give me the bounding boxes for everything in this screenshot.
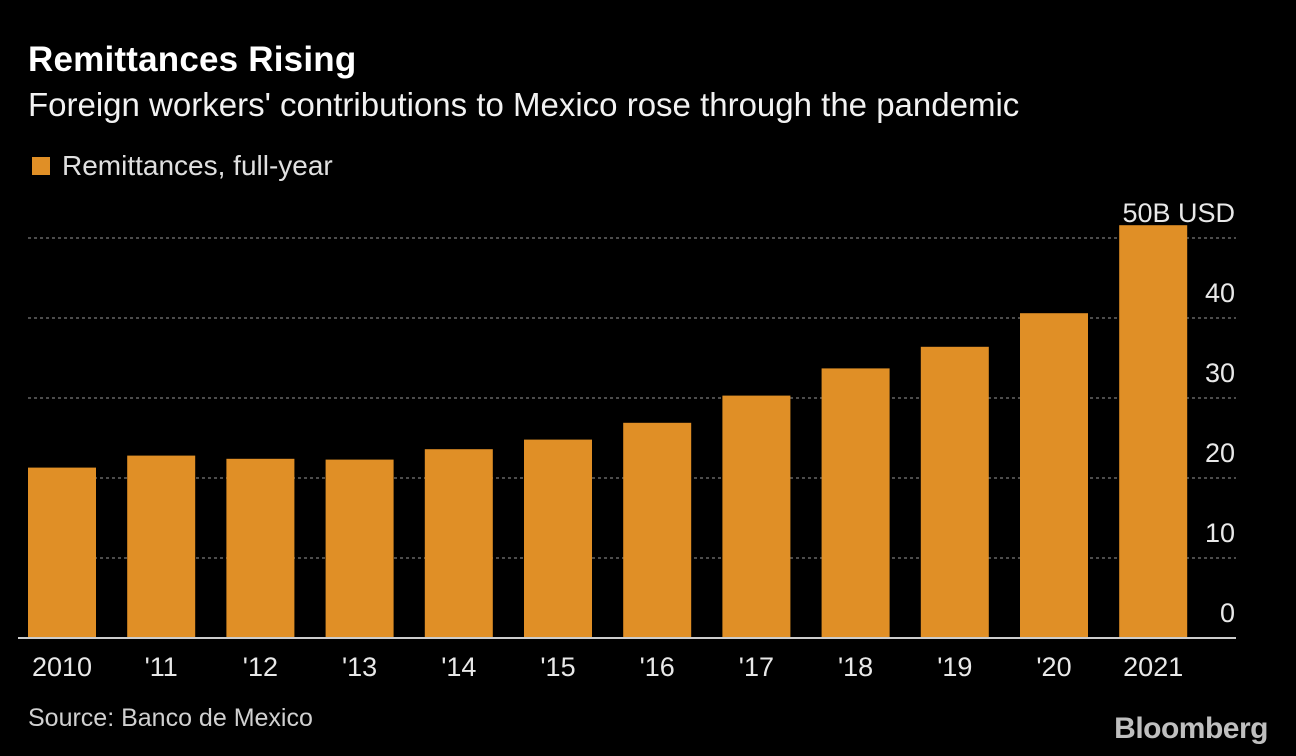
x-tick-label: '18 <box>838 652 873 682</box>
x-tick-label: '12 <box>243 652 278 682</box>
x-tick-label: '19 <box>937 652 972 682</box>
y-tick-label: 10 <box>1205 518 1235 548</box>
chart-title: Remittances Rising <box>28 40 357 79</box>
x-tick-label: '20 <box>1036 652 1071 682</box>
x-tick-label: '16 <box>640 652 675 682</box>
x-tick-label: 2010 <box>32 652 92 682</box>
y-tick-label: 40 <box>1205 278 1235 308</box>
x-tick-label: '17 <box>739 652 774 682</box>
bar <box>623 422 692 638</box>
bar <box>28 467 96 638</box>
bar <box>1119 225 1188 638</box>
legend: Remittances, full-year <box>32 150 333 182</box>
bar <box>424 449 493 638</box>
bar <box>722 395 791 638</box>
x-axis-ticks: 2010 '11 '12 '13 '14 '15 '16 '17 '18 '19 '20 2021 <box>32 652 1183 682</box>
x-tick-label: '13 <box>342 652 377 682</box>
bloomberg-logo: Bloomberg <box>1114 712 1268 745</box>
x-tick-label: '15 <box>540 652 575 682</box>
source-note: Source: Banco de Mexico <box>28 704 313 732</box>
x-tick-label: '11 <box>145 652 178 682</box>
x-tick-label: '14 <box>441 652 476 682</box>
bar <box>821 368 890 638</box>
y-tick-label: 50B USD <box>1122 198 1235 228</box>
bar <box>226 458 295 638</box>
bars <box>28 225 1188 638</box>
chart-subtitle: Foreign workers' contributions to Mexico… <box>28 86 1020 123</box>
bar <box>524 439 592 638</box>
x-tick-label: 2021 <box>1123 652 1183 682</box>
bar <box>325 459 394 638</box>
y-axis-ticks: 0 10 20 30 40 50B USD <box>1122 198 1235 628</box>
bar <box>920 346 989 638</box>
y-tick-label: 0 <box>1220 598 1235 628</box>
y-tick-label: 30 <box>1205 358 1235 388</box>
y-tick-label: 20 <box>1205 438 1235 468</box>
legend-label: Remittances, full-year <box>62 150 333 181</box>
bar <box>1020 313 1088 638</box>
bar <box>127 455 196 638</box>
legend-swatch <box>32 157 50 175</box>
